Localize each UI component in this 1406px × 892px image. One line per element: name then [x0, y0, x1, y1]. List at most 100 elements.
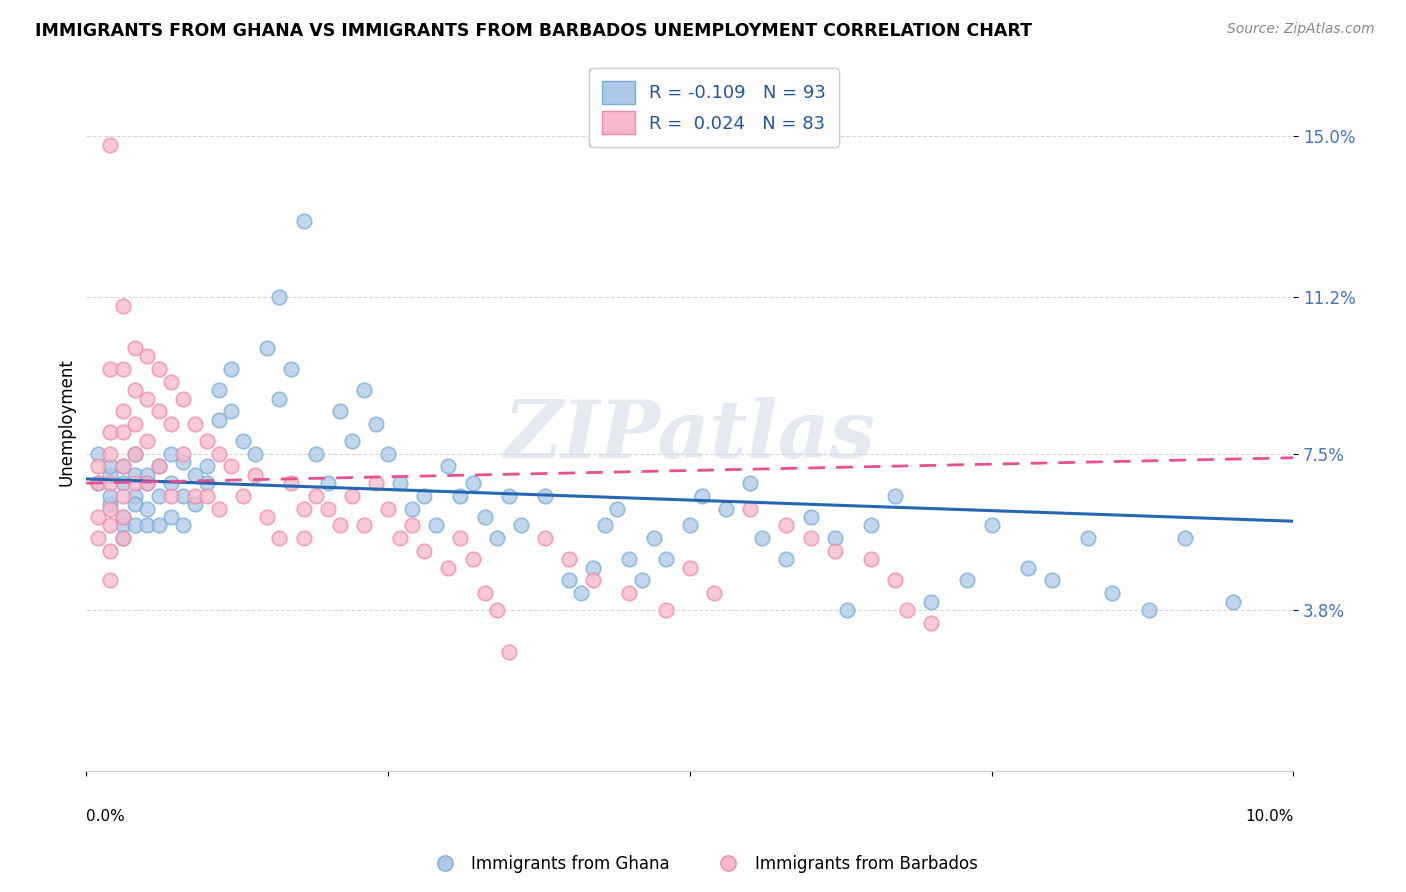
Point [316, 501, 339, 516]
Point [775, 552, 797, 566]
Legend: R = -0.109   N = 93, R =  0.024   N = 83: R = -0.109 N = 93, R = 0.024 N = 83 [589, 68, 838, 147]
Point [498, 645, 520, 659]
Point [172, 518, 194, 533]
Point [884, 574, 907, 588]
Point [172, 392, 194, 406]
Point [740, 476, 762, 491]
Point [1137, 603, 1160, 617]
Text: ZIPatlas: ZIPatlas [503, 397, 876, 475]
Point [87, 459, 110, 474]
Point [172, 446, 194, 460]
Point [824, 531, 846, 545]
Text: 10.0%: 10.0% [1244, 809, 1294, 824]
Point [159, 489, 181, 503]
Point [100, 518, 122, 533]
Point [195, 476, 218, 491]
Point [100, 446, 122, 460]
Point [582, 574, 605, 588]
Point [364, 417, 387, 431]
Point [654, 552, 676, 566]
Point [775, 518, 797, 533]
Point [124, 446, 146, 460]
Point [159, 510, 181, 524]
Point [111, 362, 134, 376]
Point [461, 552, 484, 566]
Point [606, 501, 628, 516]
Point [111, 510, 134, 524]
Point [124, 467, 146, 482]
Point [245, 446, 267, 460]
Point [195, 434, 218, 448]
Point [100, 476, 122, 491]
Point [100, 574, 122, 588]
Point [498, 489, 520, 503]
Point [100, 362, 122, 376]
Point [159, 446, 181, 460]
Point [654, 603, 676, 617]
Point [111, 510, 134, 524]
Point [401, 518, 423, 533]
Point [714, 501, 737, 516]
Point [159, 375, 181, 389]
Point [100, 497, 122, 511]
Point [124, 476, 146, 491]
Point [534, 531, 557, 545]
Point [87, 531, 110, 545]
Point [159, 417, 181, 431]
Point [208, 446, 231, 460]
Point [208, 383, 231, 397]
Point [340, 434, 363, 448]
Point [148, 459, 170, 474]
Point [135, 501, 157, 516]
Point [1222, 594, 1244, 608]
Point [413, 489, 436, 503]
Point [87, 446, 110, 460]
Point [389, 531, 412, 545]
Point [292, 214, 315, 228]
Point [184, 497, 207, 511]
Point [630, 574, 652, 588]
Point [100, 489, 122, 503]
Point [100, 501, 122, 516]
Point [569, 586, 592, 600]
Point [232, 434, 254, 448]
Point [100, 467, 122, 482]
Point [304, 489, 326, 503]
Point [474, 510, 496, 524]
Point [437, 560, 460, 574]
Point [280, 362, 302, 376]
Text: Source: ZipAtlas.com: Source: ZipAtlas.com [1227, 22, 1375, 37]
Point [148, 459, 170, 474]
Point [703, 586, 725, 600]
Point [740, 501, 762, 516]
Point [124, 341, 146, 355]
Point [304, 446, 326, 460]
Y-axis label: Unemployment: Unemployment [58, 358, 75, 486]
Point [100, 137, 122, 152]
Point [679, 560, 702, 574]
Point [111, 489, 134, 503]
Point [425, 518, 447, 533]
Point [100, 459, 122, 474]
Point [824, 544, 846, 558]
Point [269, 392, 291, 406]
Point [292, 531, 315, 545]
Point [292, 501, 315, 516]
Point [111, 459, 134, 474]
Point [208, 501, 231, 516]
Point [135, 349, 157, 363]
Point [509, 518, 531, 533]
Text: IMMIGRANTS FROM GHANA VS IMMIGRANTS FROM BARBADOS UNEMPLOYMENT CORRELATION CHART: IMMIGRANTS FROM GHANA VS IMMIGRANTS FROM… [35, 22, 1032, 40]
Point [172, 455, 194, 469]
Point [124, 489, 146, 503]
Point [111, 299, 134, 313]
Point [679, 518, 702, 533]
Point [269, 290, 291, 304]
Point [474, 586, 496, 600]
Point [1040, 574, 1063, 588]
Point [619, 586, 641, 600]
Point [87, 510, 110, 524]
Point [920, 594, 942, 608]
Point [1077, 531, 1099, 545]
Point [148, 362, 170, 376]
